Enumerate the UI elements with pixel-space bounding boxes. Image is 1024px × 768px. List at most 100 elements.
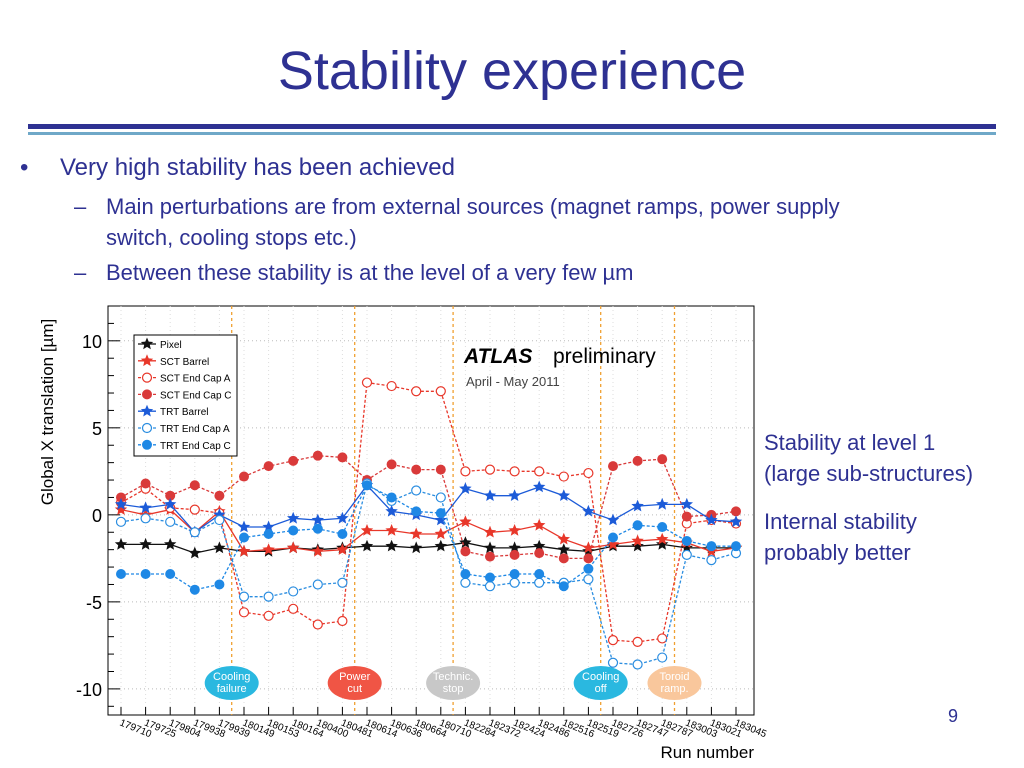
data-point (533, 539, 546, 552)
sub-bullet-2: Between these stability is at the level … (106, 260, 634, 285)
data-point (459, 536, 472, 548)
x-axis-title: Run number (660, 743, 754, 762)
data-point (558, 471, 569, 482)
data-point (287, 541, 300, 554)
data-point (114, 503, 128, 515)
data-point (410, 541, 423, 554)
data-point (263, 610, 274, 621)
data-point (483, 489, 497, 501)
data-point (239, 471, 249, 482)
data-point (558, 553, 569, 564)
data-point (336, 543, 349, 555)
main-bullet: Very high stability has been achieved (60, 154, 455, 181)
series-line-4 (120, 484, 737, 534)
data-point (680, 541, 693, 554)
data-point (140, 569, 151, 580)
legend-marker (141, 422, 153, 434)
data-point (362, 480, 372, 491)
data-point (434, 539, 447, 552)
title-divider (28, 124, 996, 129)
data-point (731, 506, 741, 517)
data-point (657, 454, 668, 465)
data-point (681, 535, 692, 546)
y-tick-label: -10 (76, 680, 102, 700)
data-point (411, 485, 422, 496)
data-point (460, 466, 471, 477)
data-point (484, 464, 496, 475)
data-point (386, 380, 397, 392)
data-point (337, 577, 348, 588)
data-point (534, 569, 545, 580)
data-point (583, 574, 594, 585)
data-point (657, 522, 668, 533)
data-point (411, 386, 422, 397)
side-note-line-1: Stability at level 1 (764, 430, 936, 455)
data-point (435, 464, 446, 475)
event-badge (647, 666, 702, 700)
data-point (606, 513, 620, 526)
data-point (288, 455, 299, 466)
data-point (262, 543, 275, 555)
data-point (386, 459, 397, 470)
legend-marker (142, 439, 152, 450)
legend-label: SCT Barrel (160, 357, 209, 368)
data-point (509, 549, 520, 560)
data-point (239, 532, 249, 543)
data-point (312, 579, 323, 590)
data-point (557, 489, 570, 501)
data-point (385, 539, 398, 552)
data-point (557, 543, 570, 555)
data-point (508, 524, 521, 536)
data-point (238, 607, 250, 618)
data-point (288, 586, 299, 597)
data-point (534, 548, 545, 559)
y-tick-label: -5 (86, 593, 102, 613)
side-note-line-3: Internal stability (764, 509, 917, 534)
legend-marker (142, 389, 152, 400)
data-point (558, 581, 569, 592)
data-point (385, 524, 398, 536)
y-axis-title: Global X translation [µm] (38, 319, 57, 506)
data-point (557, 532, 570, 545)
data-point (263, 591, 274, 602)
data-point (681, 549, 692, 560)
y-tick-label: 0 (92, 506, 102, 526)
data-point (189, 527, 200, 538)
data-point (729, 515, 743, 528)
event-label: Toroid (660, 671, 690, 683)
legend-label: TRT End Cap C (160, 441, 231, 452)
event-badge (204, 666, 259, 700)
y-tick-label: 10 (82, 332, 102, 352)
event-badge (426, 666, 481, 700)
side-note-line-2: (large sub-structures) (764, 461, 974, 486)
data-point (607, 657, 619, 668)
data-point (311, 513, 324, 526)
data-point (582, 541, 595, 554)
legend-marker (140, 337, 154, 350)
legend-marker (141, 372, 153, 383)
data-point (459, 482, 472, 494)
data-point (631, 499, 644, 512)
data-point (189, 504, 200, 515)
title-divider-accent (28, 132, 996, 135)
legend-label: Pixel (160, 340, 182, 351)
event-label: cut (347, 683, 362, 695)
event-label: Cooling (582, 671, 619, 683)
data-point (534, 466, 545, 477)
data-point (656, 537, 669, 550)
data-point (337, 452, 348, 463)
data-point (632, 520, 643, 531)
data-point (583, 467, 594, 479)
sub-bullet-marker: – (74, 260, 87, 285)
data-point (509, 466, 520, 477)
event-label: Cooling (213, 671, 250, 683)
data-point (632, 659, 643, 670)
side-note-line-4: probably better (764, 540, 911, 565)
data-point (731, 541, 741, 552)
data-point (631, 534, 644, 547)
data-point (632, 636, 643, 648)
event-badge (573, 666, 628, 700)
data-point (411, 506, 422, 517)
data-point (484, 581, 496, 592)
data-point (435, 492, 446, 503)
